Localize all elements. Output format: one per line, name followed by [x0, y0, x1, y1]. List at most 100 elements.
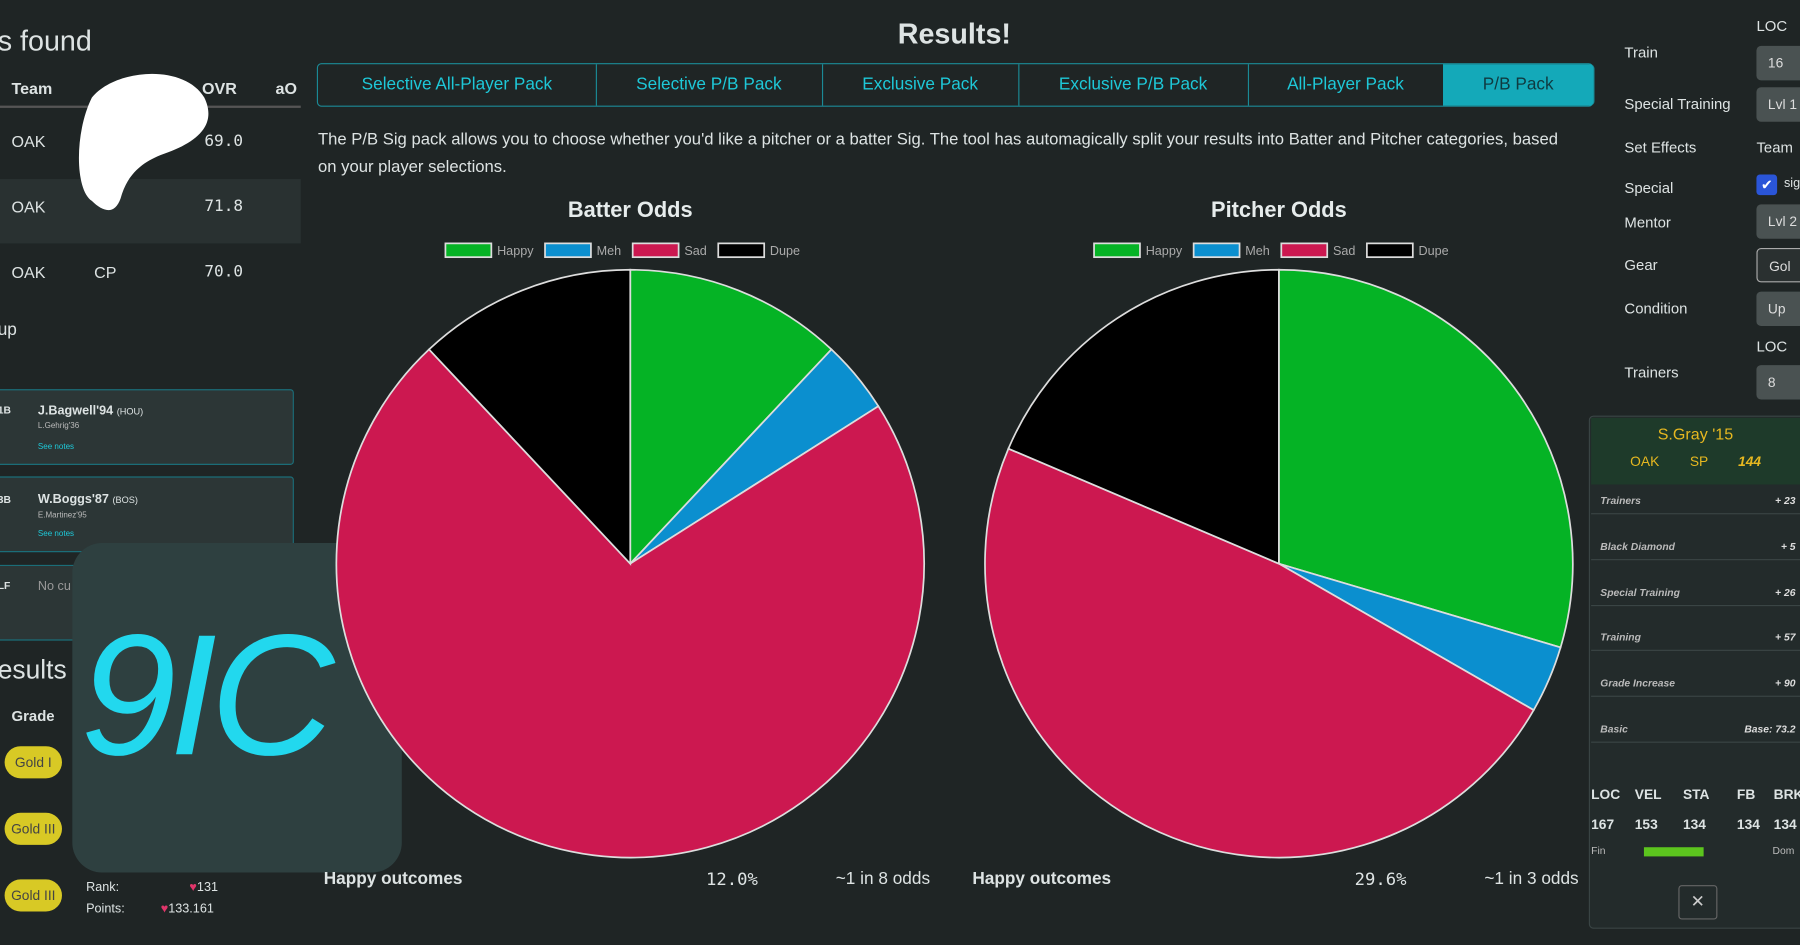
row-bg	[0, 179, 301, 244]
pie-slice	[427, 268, 632, 566]
section-divider	[1591, 513, 1800, 515]
cell: OAK	[11, 132, 46, 151]
setting-value: sig	[1783, 176, 1800, 191]
section-divider	[1591, 649, 1800, 651]
grade-badge: Gold III	[4, 879, 62, 912]
tab[interactable]: Selective P/B Pack	[596, 64, 824, 106]
outcome-odds: ~1 in 8 odds	[835, 869, 931, 889]
setting-label: Mentor	[1624, 213, 1671, 231]
section-total: + 57	[1775, 631, 1796, 643]
pos: LF	[0, 579, 11, 592]
section-total: + 26	[1775, 586, 1796, 599]
team: (BOS)	[112, 494, 138, 506]
points: ♥133.161	[160, 902, 214, 917]
legend-swatch	[444, 242, 493, 259]
points-label: Points:	[86, 902, 125, 917]
pie-chart: Pitcher Odds Happy Meh Sad Dupe	[984, 197, 1574, 859]
found-title: s found	[0, 25, 92, 58]
setting-input[interactable]: 8	[1756, 365, 1800, 400]
setting-input[interactable]: Lvl 2	[1756, 204, 1800, 239]
pie-slice	[1278, 268, 1574, 649]
grade-badge: Gold I	[4, 746, 62, 779]
section-total: + 90	[1775, 677, 1796, 689]
section-label: Training	[1600, 631, 1641, 643]
section-label: Black Diamond	[1600, 540, 1675, 553]
legend-label: Dupe	[1419, 244, 1449, 258]
loc-label: LOC	[1756, 17, 1788, 35]
setting-label: Gear	[1624, 256, 1658, 274]
checkbox[interactable]: ✔	[1756, 174, 1778, 196]
col-header: aO	[275, 79, 297, 98]
logo-blob	[78, 73, 209, 211]
player-card[interactable]	[0, 389, 294, 465]
rank: ♥131	[189, 880, 218, 895]
setting-value: Team	[1756, 138, 1793, 157]
tab[interactable]: Selective All-Player Pack	[318, 64, 597, 106]
stat-value: 134	[1773, 816, 1797, 833]
col-header: Grade	[11, 707, 55, 725]
fin: Fin	[1591, 844, 1606, 857]
section-label: Basic	[1600, 723, 1628, 735]
chart-title: Pitcher Odds	[1211, 197, 1347, 222]
link[interactable]: See notes	[37, 530, 75, 539]
section-label: Trainers	[1600, 494, 1641, 507]
dom: Dom	[1772, 844, 1795, 857]
legend-swatch	[1280, 242, 1329, 259]
sub: L.Gehrig'36	[37, 422, 80, 431]
setting-input[interactable]: Lvl 1	[1756, 87, 1800, 122]
setting-label: Set Effects	[1624, 138, 1697, 157]
legend-label: Sad	[1333, 244, 1355, 258]
legend-swatch	[717, 242, 766, 259]
legend-label: Happy	[497, 244, 534, 258]
stat-name: VEL	[1634, 786, 1662, 803]
tab[interactable]: Exclusive P/B Pack	[1018, 64, 1250, 106]
outcome-value: 29.6%	[1354, 869, 1407, 890]
setting-label: Trainers	[1624, 363, 1679, 382]
rank-value: 131	[196, 880, 218, 895]
col-header: Team	[11, 79, 53, 98]
description: The P/B Sig pack allows you to choose wh…	[317, 130, 1558, 177]
cell: OAK	[11, 262, 46, 282]
card-player: S.Gray '15	[1657, 424, 1734, 444]
section-divider	[1591, 604, 1800, 607]
setting-label: Train	[1624, 43, 1658, 61]
outcome-label: Happy outcomes	[323, 869, 463, 889]
legend-swatch	[1366, 242, 1414, 259]
cell: 69.0	[204, 132, 244, 151]
setting-label: Special Training	[1624, 95, 1731, 113]
legend-swatch	[544, 242, 592, 259]
loc-label: LOC	[1756, 337, 1788, 355]
pie-slice	[1007, 268, 1280, 565]
tool-button[interactable]: ✕	[1678, 885, 1718, 920]
card-name: No cu	[37, 579, 71, 594]
cell: OAK	[11, 197, 46, 216]
setting-input[interactable]: Gol	[1756, 247, 1800, 283]
tab[interactable]: P/B Pack	[1443, 64, 1595, 106]
section-total: + 5	[1780, 540, 1796, 553]
tab[interactable]: Exclusive Pack	[822, 64, 1020, 106]
grade-badge: Gold III	[4, 812, 62, 845]
team: (HOU)	[116, 406, 144, 417]
card-head	[1591, 417, 1800, 485]
setting-input[interactable]: Up	[1756, 291, 1800, 327]
col-header: OVR	[202, 79, 237, 98]
rank-label: Rank:	[86, 880, 120, 895]
card-name: J.Bagwell'94 (HOU)	[38, 404, 143, 418]
player-card[interactable]	[0, 476, 294, 553]
group-heading: up	[0, 320, 17, 340]
section-total: + 23	[1775, 494, 1796, 507]
logo-text: 9IC	[80, 598, 334, 791]
link[interactable]: See notes	[37, 443, 75, 452]
tab[interactable]: All-Player Pack	[1248, 64, 1445, 106]
section-label: Special Training	[1600, 586, 1680, 599]
stat-value: 153	[1634, 816, 1658, 833]
name: J.Bagwell'94	[37, 404, 114, 418]
pie-chart: Batter Odds Happy Meh Sad Dupe	[335, 197, 925, 859]
sub: E.Martinez'95	[37, 512, 87, 521]
card-name: W.Boggs'87 (BOS)	[38, 492, 138, 506]
setting-input[interactable]: 16	[1756, 45, 1800, 81]
card-ovr: 144	[1738, 453, 1762, 470]
legend-swatch	[631, 242, 680, 259]
stat-value: 167	[1591, 816, 1615, 833]
